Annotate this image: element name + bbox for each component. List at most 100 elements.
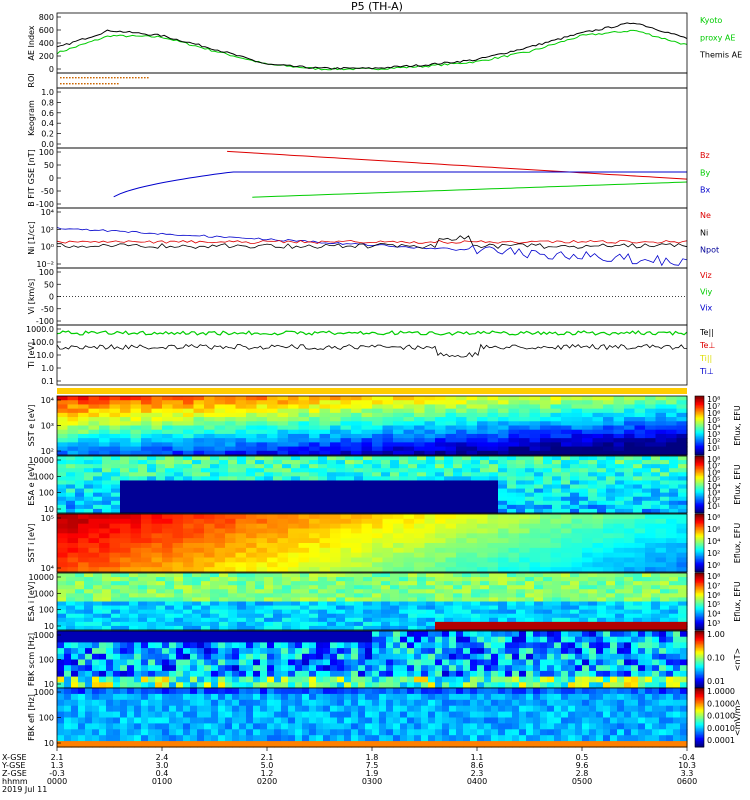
- spectrogram-cell: [255, 573, 265, 578]
- spectrogram-cell: [399, 625, 409, 631]
- spectrogram-cell: [453, 460, 463, 465]
- spectrogram-cell: [462, 500, 472, 506]
- spectrogram-cell: [330, 523, 342, 530]
- spectrogram-cell: [498, 429, 510, 435]
- spectrogram-cell: [588, 601, 598, 607]
- spectrogram-cell: [393, 653, 401, 661]
- spectrogram-cell: [67, 523, 79, 530]
- colorbar-step: [695, 618, 704, 621]
- spectrogram-cell: [288, 421, 300, 427]
- colorbar-step: [695, 610, 704, 612]
- spectrogram-cell: [435, 617, 445, 623]
- spectrogram-cell: [134, 741, 142, 748]
- spectrogram-cell: [561, 625, 571, 631]
- spectrogram-cell: [57, 446, 69, 452]
- roi-mark: [105, 83, 107, 85]
- spectrogram-cell: [85, 735, 93, 742]
- spectrogram-cell: [624, 438, 636, 443]
- spectrogram-cell: [424, 557, 436, 563]
- spectrogram-cell: [666, 665, 674, 672]
- spectrogram-cell: [246, 573, 256, 578]
- spectrogram-cell: [669, 460, 679, 465]
- spectrogram-cell: [403, 543, 415, 549]
- spectrogram-cell: [84, 577, 94, 582]
- colorbar-step: [695, 464, 704, 467]
- spectrogram-cell: [417, 613, 427, 619]
- spectrogram-cell: [408, 621, 418, 627]
- spectrogram-cell: [666, 523, 678, 530]
- roi-mark: [117, 83, 119, 85]
- spectrogram-cell: [277, 514, 289, 520]
- spectrogram-cell: [680, 631, 688, 638]
- spectrogram-cell: [102, 577, 112, 582]
- spectrogram-cell: [444, 500, 454, 506]
- spectrogram-cell: [340, 438, 352, 443]
- colorbar-step: [695, 662, 704, 665]
- y-axis-label: ESA e [eV]: [27, 463, 36, 505]
- spectrogram-cell: [127, 648, 135, 655]
- spectrogram-cell: [435, 446, 447, 452]
- spectrogram-cell: [78, 665, 86, 672]
- spectrogram-cell: [354, 464, 364, 469]
- spectrogram-cell: [156, 460, 166, 465]
- spectrogram-cell: [498, 609, 508, 615]
- spectrogram-cell: [148, 642, 156, 649]
- spectrogram-cell: [274, 670, 282, 678]
- spectrogram-cell: [239, 665, 247, 672]
- roi-mark: [120, 77, 122, 79]
- spectrogram-cell: [603, 433, 615, 439]
- spectrogram-cell: [526, 665, 534, 672]
- spectrogram-cell: [288, 514, 300, 520]
- spectrogram-cell: [470, 642, 478, 649]
- spectrogram-cell: [210, 581, 220, 586]
- spectrogram-cell: [162, 404, 174, 410]
- spectrogram-cell: [172, 429, 184, 435]
- spectrogram-cell: [547, 648, 555, 655]
- spectrogram-cell: [645, 408, 657, 414]
- spectrogram-cell: [633, 508, 643, 514]
- spectrogram-cell: [660, 504, 670, 510]
- spectrogram-cell: [547, 653, 555, 661]
- spectrogram-cell: [606, 609, 616, 615]
- spectrogram-cell: [99, 518, 111, 525]
- colorbar-frame: [694, 395, 705, 456]
- colorbar-step: [695, 601, 704, 604]
- spectrogram-cell: [201, 484, 211, 490]
- spectrogram-cell: [246, 533, 258, 539]
- colorbar-step: [695, 658, 704, 661]
- spectrogram-cell: [552, 484, 562, 490]
- spectrogram-cell: [561, 581, 571, 586]
- spectrogram-cell: [534, 625, 544, 631]
- spectrogram-cell: [597, 468, 607, 473]
- spectrogram-cell: [274, 648, 282, 655]
- spectrogram-cell: [615, 472, 625, 477]
- spectrogram-cell: [264, 597, 274, 603]
- spectrogram-cell: [141, 557, 153, 563]
- spectrogram-cell: [134, 636, 142, 643]
- spectrogram-cell: [571, 538, 583, 544]
- spectrogram-cell: [613, 518, 625, 525]
- roi-mark: [63, 83, 65, 85]
- legend-entry: Te⊥: [699, 341, 715, 350]
- spectrogram-cell: [219, 504, 229, 510]
- spectrogram-cell: [408, 476, 418, 482]
- spectrogram-cell: [615, 500, 625, 506]
- spectrogram-cell: [615, 480, 625, 486]
- spectrogram-cell: [442, 636, 450, 643]
- spectrogram-cell: [613, 562, 625, 568]
- spectrogram-cell: [57, 492, 67, 498]
- spectrogram-cell: [64, 711, 72, 719]
- spectrogram-cell: [176, 682, 184, 689]
- spectrogram-cell: [193, 446, 205, 452]
- spectrogram-cell: [156, 605, 166, 611]
- spectrogram-cell: [318, 577, 328, 582]
- spectrogram-cell: [487, 533, 499, 539]
- spectrogram-cell: [462, 597, 472, 603]
- spectrogram-cell: [603, 514, 615, 520]
- spectrogram-cell: [141, 438, 153, 443]
- spectrogram-cell: [75, 605, 85, 611]
- spectrogram-cell: [399, 464, 409, 469]
- spectrogram-cell: [571, 408, 583, 414]
- spectrogram-cell: [631, 648, 639, 655]
- spectrogram-cell: [529, 438, 541, 443]
